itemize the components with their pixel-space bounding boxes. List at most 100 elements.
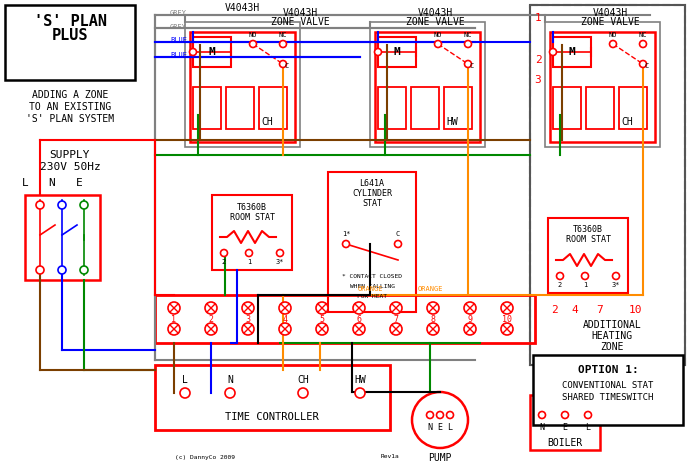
- Text: C: C: [396, 231, 400, 237]
- Text: 1: 1: [535, 13, 542, 23]
- Circle shape: [446, 411, 453, 418]
- Circle shape: [242, 323, 254, 335]
- Text: L: L: [182, 375, 188, 385]
- Circle shape: [342, 241, 350, 248]
- Text: ZONE VALVE: ZONE VALVE: [270, 17, 329, 27]
- Bar: [411, 87, 439, 129]
- Text: 3: 3: [246, 314, 250, 323]
- Circle shape: [562, 411, 569, 418]
- Bar: [533, 355, 683, 425]
- Text: 1: 1: [172, 314, 177, 323]
- Bar: [444, 87, 472, 129]
- Circle shape: [205, 323, 217, 335]
- Circle shape: [640, 60, 647, 67]
- Text: L641A: L641A: [359, 180, 384, 189]
- Bar: [586, 87, 614, 129]
- Text: TO AN EXISTING: TO AN EXISTING: [29, 102, 111, 112]
- Bar: [619, 87, 647, 129]
- Text: C: C: [645, 63, 649, 69]
- Text: CH: CH: [297, 375, 309, 385]
- Text: HW: HW: [354, 375, 366, 385]
- Text: BOILER: BOILER: [547, 438, 582, 448]
- Text: GREY: GREY: [170, 24, 187, 30]
- Text: 'S' PLAN SYSTEM: 'S' PLAN SYSTEM: [26, 114, 114, 124]
- Text: N: N: [227, 375, 233, 385]
- Bar: [155, 295, 535, 343]
- Circle shape: [279, 323, 291, 335]
- Circle shape: [501, 323, 513, 335]
- Bar: [530, 5, 685, 365]
- Circle shape: [640, 41, 647, 47]
- Circle shape: [316, 323, 328, 335]
- Text: SHARED TIMESWITCH: SHARED TIMESWITCH: [562, 393, 653, 402]
- Circle shape: [250, 41, 257, 47]
- Text: 1: 1: [583, 282, 587, 288]
- Text: CH: CH: [621, 117, 633, 127]
- Circle shape: [395, 241, 402, 248]
- Text: ORANGE: ORANGE: [357, 286, 383, 292]
- Circle shape: [582, 272, 589, 279]
- Circle shape: [437, 411, 444, 418]
- Text: NO: NO: [609, 32, 618, 38]
- Circle shape: [190, 49, 197, 56]
- Bar: [328, 172, 416, 312]
- Text: M: M: [569, 47, 575, 57]
- Circle shape: [58, 266, 66, 274]
- Circle shape: [168, 323, 180, 335]
- Text: BLUE: BLUE: [170, 37, 187, 43]
- Text: PLUS: PLUS: [52, 29, 88, 44]
- Circle shape: [412, 392, 468, 448]
- Text: 2: 2: [535, 55, 542, 65]
- Text: (c) DannyCo 2009: (c) DannyCo 2009: [175, 454, 235, 460]
- Text: 6: 6: [357, 314, 362, 323]
- Text: 10: 10: [629, 305, 642, 315]
- Text: 2: 2: [208, 314, 213, 323]
- Text: FOR HEAT: FOR HEAT: [357, 294, 387, 300]
- Circle shape: [279, 41, 286, 47]
- Text: 4: 4: [571, 305, 578, 315]
- Text: ZONE: ZONE: [600, 342, 624, 352]
- Circle shape: [353, 302, 365, 314]
- Text: SUPPLY: SUPPLY: [50, 150, 90, 160]
- Text: 10: 10: [502, 314, 512, 323]
- Circle shape: [180, 388, 190, 398]
- Text: 3*: 3*: [276, 259, 284, 265]
- Bar: [553, 37, 591, 67]
- Text: N: N: [540, 423, 544, 431]
- Circle shape: [549, 49, 557, 56]
- Circle shape: [464, 41, 471, 47]
- Text: 4: 4: [282, 314, 288, 323]
- Circle shape: [36, 201, 44, 209]
- Text: CYLINDER: CYLINDER: [352, 190, 392, 198]
- Text: V4043H: V4043H: [282, 8, 317, 18]
- Text: OPTION 1:: OPTION 1:: [578, 365, 638, 375]
- Text: CH: CH: [261, 117, 273, 127]
- Circle shape: [464, 323, 476, 335]
- Bar: [193, 87, 221, 129]
- Bar: [530, 5, 685, 365]
- Text: M: M: [393, 47, 400, 57]
- Bar: [185, 22, 300, 147]
- Text: E: E: [562, 423, 567, 431]
- Text: 5: 5: [319, 314, 324, 323]
- Circle shape: [584, 411, 591, 418]
- Circle shape: [277, 249, 284, 256]
- Text: NC: NC: [464, 32, 472, 38]
- Bar: [378, 37, 416, 67]
- Text: 230V 50Hz: 230V 50Hz: [39, 162, 100, 172]
- Text: V4043H: V4043H: [417, 8, 453, 18]
- Bar: [550, 32, 655, 142]
- Bar: [553, 87, 581, 129]
- Text: 'S' PLAN: 'S' PLAN: [34, 15, 106, 29]
- Circle shape: [36, 266, 44, 274]
- Circle shape: [390, 323, 402, 335]
- Circle shape: [168, 302, 180, 314]
- Text: HEATING: HEATING: [591, 331, 633, 341]
- Circle shape: [427, 302, 439, 314]
- Text: C: C: [470, 63, 474, 69]
- Circle shape: [80, 201, 88, 209]
- Text: ZONE VALVE: ZONE VALVE: [406, 17, 464, 27]
- Text: BLUE: BLUE: [170, 52, 187, 58]
- Circle shape: [221, 249, 228, 256]
- Text: 2: 2: [558, 282, 562, 288]
